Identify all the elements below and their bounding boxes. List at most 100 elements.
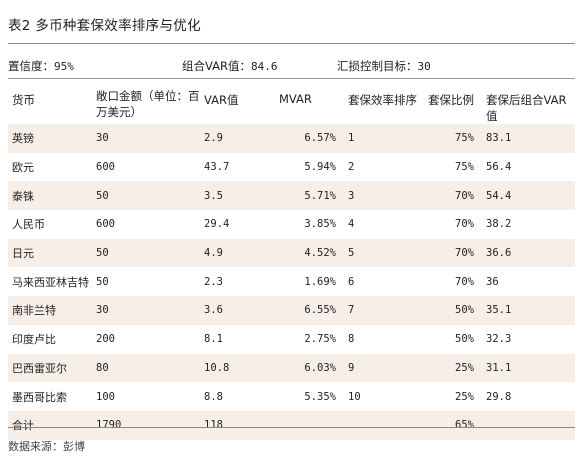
target-value: 30 <box>417 60 431 73</box>
cell-ratio: 50% <box>455 333 474 346</box>
target-label: 汇损控制目标： <box>337 59 418 73</box>
cell-ratio: 65% <box>424 410 482 440</box>
cell-exposure: 50 <box>96 275 109 288</box>
top-rule <box>8 43 575 44</box>
cell-post-var: 32.3 <box>486 333 512 346</box>
cell-exposure: 600 <box>96 161 115 174</box>
table-row: 泰铢 50 3.5 5.71% 3 70% 54.4 <box>8 181 575 211</box>
cell-exposure: 50 <box>92 238 200 268</box>
cell-post-var: 36 <box>486 275 499 288</box>
cell-post-var <box>482 410 575 440</box>
confidence-label: 置信度： <box>8 59 54 73</box>
header-post-var: 套保后组合VAR值 <box>486 93 567 123</box>
cell-mvar <box>275 410 344 440</box>
table-row: 合计 1790 118 65% <box>8 410 575 440</box>
cell-rank: 8 <box>348 333 355 346</box>
cell-post-var: 36.6 <box>482 238 575 268</box>
portfolio-var-label: 组合VAR值： <box>182 59 251 73</box>
cell-mvar: 3.85% <box>304 218 336 231</box>
header-exposure: 敞口金额（单位：百万美元） <box>96 89 200 119</box>
cell-var: 118 <box>200 410 275 440</box>
cell-mvar: 5.94% <box>304 161 336 174</box>
cell-post-var: 54.4 <box>482 181 575 211</box>
cell-post-var: 35.1 <box>482 296 575 325</box>
cell-rank: 4 <box>348 218 355 231</box>
cell-currency: 合计 <box>8 410 92 440</box>
header-rule <box>8 78 575 79</box>
cell-mvar: 6.57% <box>275 124 344 153</box>
table-row: 南非兰特 30 3.6 6.55% 7 50% 35.1 <box>8 296 575 325</box>
cell-mvar: 5.35% <box>304 390 336 403</box>
cell-post-var: 29.8 <box>486 390 512 403</box>
cell-currency: 马来西亚林吉特 <box>12 275 89 289</box>
cell-rank: 6 <box>348 275 355 288</box>
cell-exposure: 1790 <box>92 410 200 440</box>
table-row: 印度卢比 200 8.1 2.75% 8 50% 32.3 <box>8 325 575 354</box>
table-row: 巴西雷亚尔 80 10.8 6.03% 9 25% 31.1 <box>8 353 575 383</box>
cell-var: 4.9 <box>200 238 275 268</box>
portfolio-var-value: 84.6 <box>251 60 278 73</box>
cell-post-var: 56.4 <box>486 161 512 174</box>
target-meta: 汇损控制目标：30 <box>337 58 431 74</box>
confidence-meta: 置信度：95% <box>8 58 74 74</box>
cell-exposure: 30 <box>92 124 200 153</box>
portfolio-var-meta: 组合VAR值：84.6 <box>182 58 278 74</box>
cell-rank: 9 <box>344 353 424 383</box>
table-row: 日元 50 4.9 4.52% 5 70% 36.6 <box>8 238 575 268</box>
cell-ratio: 50% <box>424 296 482 325</box>
confidence-value: 95% <box>54 60 74 73</box>
cell-ratio: 25% <box>455 390 474 403</box>
cell-ratio: 70% <box>455 218 474 231</box>
cell-var: 2.9 <box>200 124 275 153</box>
cell-post-var: 31.1 <box>482 353 575 383</box>
cell-currency: 巴西雷亚尔 <box>8 353 92 383</box>
cell-var: 8.1 <box>204 333 223 346</box>
cell-mvar: 4.52% <box>275 238 344 268</box>
cell-mvar: 5.71% <box>275 181 344 211</box>
cell-rank: 3 <box>344 181 424 211</box>
cell-rank: 10 <box>348 390 361 403</box>
cell-var: 3.5 <box>200 181 275 211</box>
cell-var: 29.4 <box>204 218 230 231</box>
cell-mvar: 1.69% <box>304 275 336 288</box>
cell-currency: 欧元 <box>12 161 34 175</box>
cell-mvar: 6.55% <box>275 296 344 325</box>
cell-mvar: 2.75% <box>304 333 336 346</box>
table-title: 表2 多币种套保效率排序与优化 <box>8 18 201 34</box>
cell-ratio: 25% <box>424 353 482 383</box>
cell-currency: 南非兰特 <box>8 296 92 325</box>
cell-rank: 1 <box>344 124 424 153</box>
cell-var: 10.8 <box>200 353 275 383</box>
cell-var: 2.3 <box>204 275 223 288</box>
cell-ratio: 75% <box>455 161 474 174</box>
cell-exposure: 80 <box>92 353 200 383</box>
header-rank: 套保效率排序 <box>348 93 417 107</box>
cell-exposure: 100 <box>96 390 115 403</box>
cell-post-var: 83.1 <box>482 124 575 153</box>
cell-exposure: 600 <box>96 218 115 231</box>
hedge-efficiency-table: 货币 敞口金额（单位：百万美元） VAR值 MVAR 套保效率排序 套保比例 套… <box>8 86 575 440</box>
cell-var: 43.7 <box>204 161 230 174</box>
cell-rank: 7 <box>344 296 424 325</box>
table-row: 欧元 600 43.7 5.94% 2 75% 56.4 <box>8 153 575 182</box>
table-row: 马来西亚林吉特 50 2.3 1.69% 6 70% 36 <box>8 267 575 296</box>
cell-rank <box>344 410 424 440</box>
table-row: 人民币 600 29.4 3.85% 4 70% 38.2 <box>8 210 575 239</box>
cell-exposure: 50 <box>92 181 200 211</box>
cell-ratio: 70% <box>455 275 474 288</box>
header-ratio: 套保比例 <box>428 93 474 107</box>
cell-currency: 印度卢比 <box>12 333 56 347</box>
header-var: VAR值 <box>204 93 239 107</box>
header-row: 货币 敞口金额（单位：百万美元） VAR值 MVAR 套保效率排序 套保比例 套… <box>8 86 575 124</box>
cell-var: 3.6 <box>200 296 275 325</box>
cell-currency: 英镑 <box>8 124 92 153</box>
cell-mvar: 6.03% <box>275 353 344 383</box>
cell-exposure: 200 <box>96 333 115 346</box>
cell-ratio: 70% <box>424 238 482 268</box>
cell-currency: 人民币 <box>12 218 45 232</box>
cell-ratio: 70% <box>424 181 482 211</box>
data-source: 数据来源：彭博 <box>8 440 85 453</box>
cell-rank: 5 <box>344 238 424 268</box>
header-mvar: MVAR <box>279 92 312 106</box>
cell-var: 8.8 <box>204 390 223 403</box>
